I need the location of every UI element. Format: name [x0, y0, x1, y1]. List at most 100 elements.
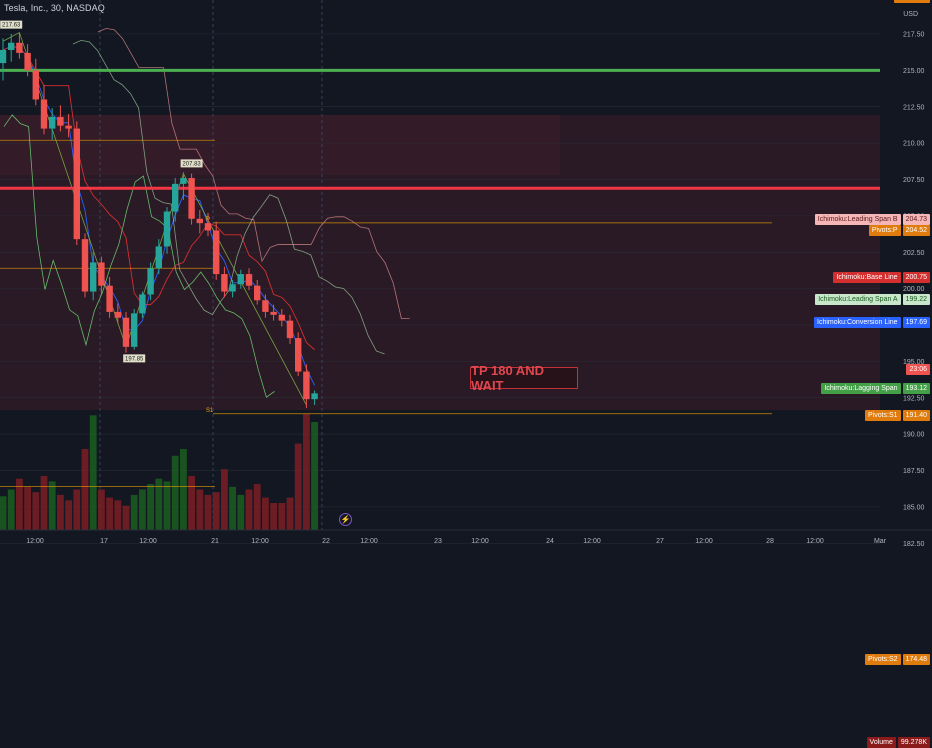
price-tick: 182.50 — [903, 541, 925, 548]
price-label-value: 99.278K — [897, 737, 930, 748]
price-label-name: Ichimoku:Leading Span B — [814, 214, 901, 226]
time-tick: 28 — [766, 538, 774, 545]
price-label-value: 23:06 — [906, 363, 930, 375]
horizontal-lines — [0, 68, 880, 487]
volume-bar — [180, 449, 187, 530]
volume-bar — [98, 489, 105, 530]
volume-bar — [73, 489, 81, 530]
volume-bar — [122, 505, 130, 530]
time-tick: 23 — [434, 538, 442, 545]
candle-body — [311, 393, 318, 400]
price-label[interactable]: Ichimoku:Leading Span B 204.73 — [814, 214, 930, 226]
zigzag-label-box — [0, 20, 23, 29]
price-tick: 212.50 — [903, 104, 925, 111]
leading-span-a — [72, 39, 385, 355]
time-tick: 12:00 — [471, 538, 489, 545]
volume-bar — [171, 455, 179, 530]
zigzag-label-box — [180, 159, 203, 168]
price-tick: 187.50 — [903, 468, 925, 475]
candlesticks — [0, 32, 318, 408]
candle-body — [213, 230, 220, 275]
time-tick: Mar — [874, 538, 887, 545]
price-tick: 202.50 — [903, 250, 925, 257]
candle-body — [8, 42, 15, 51]
volume-bar — [221, 469, 228, 530]
red-zone — [0, 115, 880, 410]
candle-body — [65, 125, 72, 129]
price-label[interactable]: Pivots:S1 191.40 — [865, 409, 930, 421]
candle-body — [114, 311, 121, 318]
volume-bar — [237, 494, 245, 530]
price-tick: 190.00 — [903, 432, 925, 439]
volume-bar — [245, 489, 253, 530]
candle-body — [155, 246, 162, 269]
candle-body — [147, 268, 154, 295]
price-label[interactable]: Ichimoku:Leading Span A 199.22 — [815, 294, 930, 306]
volume-bar — [204, 494, 212, 530]
candle-body — [106, 285, 113, 312]
candle-body — [90, 262, 97, 292]
volume-bar — [155, 478, 163, 530]
candle-body — [81, 239, 89, 292]
price-label-value: 200.75 — [902, 272, 930, 284]
price-label-value: 204.73 — [902, 214, 930, 226]
leading-span-b — [97, 27, 410, 320]
price-tick: 210.00 — [903, 141, 925, 148]
candle-body — [40, 99, 48, 129]
price-label-name: Ichimoku:Conversion Line — [814, 316, 901, 328]
price-tick: 217.50 — [903, 32, 925, 39]
candle-body — [24, 52, 31, 71]
price-label[interactable]: 23:06 — [904, 363, 930, 375]
price-label[interactable]: Pivots:R1 — [894, 0, 930, 4]
volume-bar — [81, 449, 89, 530]
price-label[interactable]: Pivots:S2 174.48 — [865, 654, 930, 666]
volume-bar — [139, 489, 146, 530]
price-tick: 195.00 — [903, 359, 925, 366]
candle-body — [49, 116, 56, 129]
price-label[interactable]: Volume 99.278K — [866, 737, 930, 748]
price-label[interactable]: Ichimoku:Conversion Line 197.69 — [814, 316, 930, 328]
candle-body — [188, 178, 195, 219]
price-label[interactable]: Ichimoku:Base Line 200.75 — [833, 272, 930, 284]
pivot-s1-label: S1 — [206, 408, 214, 414]
time-tick: 12:00 — [251, 538, 269, 545]
candle-body — [221, 274, 228, 292]
candle-body — [32, 70, 39, 100]
price-tick: 192.50 — [903, 395, 925, 402]
volume-bar — [147, 484, 154, 530]
price-label-value: 191.40 — [902, 409, 930, 421]
time-tick: 12:00 — [806, 538, 824, 545]
zigzag-label-box — [123, 354, 146, 363]
price-tick: 200.00 — [903, 286, 925, 293]
candle-body — [286, 320, 294, 339]
volume-bar — [16, 478, 23, 530]
time-tick: 17 — [100, 538, 108, 545]
volume-bar — [278, 503, 286, 530]
volume-bar — [262, 497, 269, 530]
volume-bar — [294, 443, 302, 530]
tp-annotation[interactable]: TP 180 AND WAIT — [470, 363, 578, 393]
price-label-name: Pivots:P — [868, 224, 901, 236]
time-tick: 12:00 — [139, 538, 157, 545]
volume-bar — [229, 486, 236, 530]
time-tick: 27 — [656, 538, 664, 545]
volume-bar — [188, 476, 195, 530]
time-tick: 24 — [546, 538, 554, 545]
price-label[interactable]: Pivots:P 204.52 — [868, 224, 930, 236]
lagging-span — [3, 114, 275, 398]
volume-bar — [40, 476, 48, 530]
candle-body — [98, 262, 105, 286]
price-label-name: Ichimoku:Leading Span A — [815, 294, 901, 306]
candle-body — [245, 274, 253, 286]
candle-body — [16, 42, 23, 53]
price-label-value: 174.48 — [902, 654, 930, 666]
candle-body — [229, 284, 236, 292]
candle-body — [278, 314, 285, 321]
price-axis: 217.50215.00212.50210.00207.50205.00202.… — [903, 32, 925, 548]
price-label[interactable]: Ichimoku:Lagging Span 193.12 — [821, 383, 930, 395]
lightning-icon[interactable]: ⚡ — [339, 513, 352, 526]
symbol-title: Tesla, Inc., 30, NASDAQ — [4, 3, 105, 13]
